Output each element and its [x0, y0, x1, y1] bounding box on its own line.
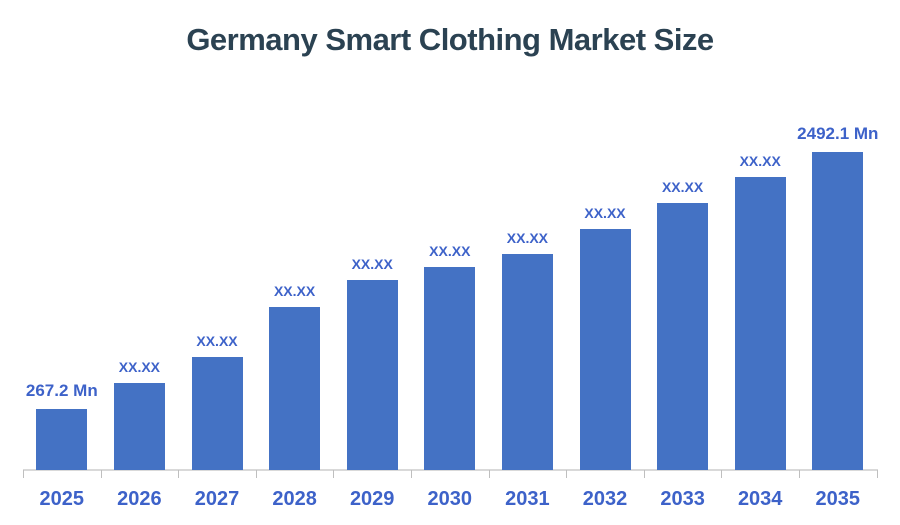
chart-title: Germany Smart Clothing Market Size — [186, 22, 714, 57]
x-axis-label-2027: 2027 — [194, 488, 240, 510]
x-axis-label-2025: 2025 — [39, 488, 85, 510]
bar-2031 — [501, 254, 553, 470]
x-axis-tick — [566, 470, 568, 478]
bar-value-label: XX.XX — [506, 230, 549, 246]
x-axis-label-2032: 2032 — [582, 488, 628, 510]
x-axis-label-2030: 2030 — [427, 488, 473, 510]
x-axis-line — [23, 469, 878, 471]
x-axis-tick — [876, 470, 878, 478]
bar-2030 — [424, 267, 476, 470]
x-axis-tick — [643, 470, 645, 478]
bar-value-label: XX.XX — [429, 243, 471, 259]
bar-value-label: XX.XX — [118, 359, 161, 375]
bar-value-label: 267.2 Mn — [25, 381, 98, 400]
bar-value-label: 2492.1 Mn — [797, 124, 879, 143]
x-axis-tick — [255, 470, 257, 478]
x-axis-tick — [411, 470, 412, 478]
x-axis-tick — [100, 470, 102, 478]
bar-2034 — [734, 177, 786, 470]
bar-2027 — [191, 357, 243, 470]
bar-2025 — [36, 409, 88, 470]
bar-value-label: XX.XX — [351, 256, 393, 272]
x-axis-label-2035: 2035 — [815, 488, 861, 510]
bar-value-label: XX.XX — [661, 179, 704, 195]
x-axis-label-2034: 2034 — [737, 488, 783, 510]
x-axis-label-2026: 2026 — [117, 488, 162, 510]
bar-value-label: XX.XX — [739, 153, 781, 169]
x-axis-tick — [23, 470, 24, 478]
x-axis-tick — [178, 470, 180, 478]
bar-value-label: XX.XX — [196, 333, 238, 349]
bar-value-label: XX.XX — [273, 283, 316, 299]
x-axis-label-2029: 2029 — [349, 488, 395, 510]
bar-value-label: XX.XX — [584, 205, 626, 221]
bar-2035 — [812, 152, 864, 470]
x-axis-tick — [333, 470, 335, 478]
bar-2026 — [113, 383, 165, 470]
bar-2033 — [657, 203, 709, 470]
x-axis-label-2031: 2031 — [505, 488, 550, 510]
bar-2029 — [346, 280, 398, 470]
x-axis-tick — [799, 470, 800, 478]
x-axis-tick — [721, 470, 723, 478]
bar-2032 — [579, 229, 631, 470]
x-axis-label-2028: 2028 — [272, 488, 317, 510]
bar-2028 — [269, 307, 321, 470]
x-axis-tick — [488, 470, 490, 478]
x-axis-label-2033: 2033 — [660, 488, 705, 510]
